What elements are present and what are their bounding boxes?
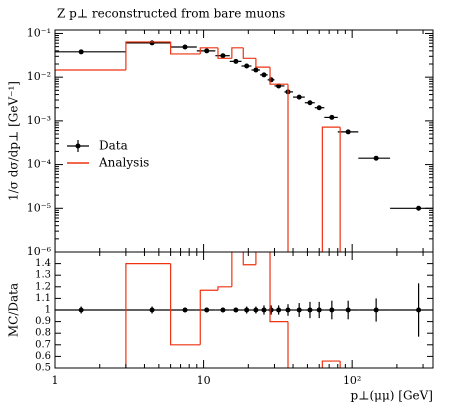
ratio-point: [78, 307, 84, 313]
ratio-point: [261, 307, 267, 313]
ratio-tick-label: 1.4: [35, 258, 51, 269]
ratio-step: [199, 289, 218, 345]
ratio-step: [55, 382, 126, 388]
ratio-axis-label: MC/Data: [7, 283, 21, 337]
ratio-step: [125, 263, 171, 368]
axes: 1 10 10²10⁻⁶10⁻⁵10⁻⁴10⁻³10⁻²10⁻¹0.50.60.70…: [27, 26, 434, 387]
data-point: [316, 105, 322, 111]
ratio-tick-label: 0.7: [35, 339, 51, 350]
ratio-point: [416, 307, 422, 313]
data-point: [416, 205, 422, 211]
ratio-plot: [55, 252, 433, 388]
data-point: [329, 114, 335, 120]
ratio-point: [329, 307, 335, 313]
data-point: [78, 49, 84, 55]
ratio-tick-label: 0.9: [35, 316, 51, 327]
ratio-point: [296, 307, 302, 313]
data-point: [373, 155, 379, 161]
ratio-point: [307, 307, 313, 313]
y-tick-label: 10⁻³: [27, 114, 51, 127]
data-point: [149, 40, 155, 46]
ratio-point: [285, 307, 291, 313]
data-point: [244, 63, 250, 69]
ratio-tick-label: 1.3: [35, 270, 51, 281]
y-tick-label: 10⁻⁵: [27, 201, 51, 214]
ratio-point: [204, 307, 210, 313]
data-point: [220, 53, 226, 59]
histogram-step: [321, 126, 341, 252]
ratio-point: [345, 307, 351, 313]
ratio-tick-label: 1.1: [35, 293, 51, 304]
ratio-point: [268, 307, 274, 313]
ratio-point: [276, 307, 282, 313]
ratio-tick-label: 0.8: [35, 328, 51, 339]
histogram-step: [199, 47, 218, 54]
x-axis-label: p⊥(μμ) [GeV]: [351, 389, 433, 403]
legend-marker: [75, 143, 81, 149]
ratio-step: [242, 252, 256, 266]
chart-title: Z p⊥ reconstructed from bare muons: [57, 7, 285, 21]
data-point: [307, 100, 313, 106]
data-point: [204, 48, 210, 54]
y-axis-label: 1/σ dσ/dp⊥ [GeV⁻¹]: [7, 81, 21, 201]
ratio-step: [287, 321, 289, 368]
ratio-tick-label: 0.5: [35, 363, 51, 374]
histogram-step: [217, 47, 232, 59]
data-point: [296, 94, 302, 100]
data-point: [345, 129, 351, 135]
ratio-tick-label: 1.2: [35, 281, 51, 292]
histogram-step: [287, 84, 289, 252]
data-point: [268, 77, 274, 83]
y-tick-label: 10⁻¹: [27, 26, 51, 39]
ratio-point: [253, 307, 259, 313]
x-tick-label: 10²: [343, 374, 361, 387]
ratio-point: [316, 307, 322, 313]
legend-label: Analysis: [98, 156, 149, 170]
x-tick-label: 1: [52, 374, 59, 387]
ratio-step: [269, 252, 289, 323]
main-plot: [55, 40, 433, 252]
histogram-step: [125, 41, 171, 70]
data-point: [233, 58, 239, 64]
ratio-step: [231, 252, 233, 287]
histogram-step: [231, 47, 244, 59]
x-tick-label: 10: [197, 374, 211, 387]
ratio-point: [149, 307, 155, 313]
y-tick-label: 10⁻⁴: [27, 158, 52, 171]
data-point: [253, 67, 259, 73]
ratio-point: [220, 307, 226, 313]
histogram-step: [242, 47, 256, 59]
ratio-point: [373, 307, 379, 313]
histogram-step: [255, 58, 271, 68]
ratio-step: [170, 263, 201, 346]
data-point: [261, 72, 267, 78]
histogram-step: [55, 69, 126, 252]
ratio-point: [182, 307, 188, 313]
ratio-point: [233, 307, 239, 313]
ratio-tick-label: 0.6: [35, 351, 51, 362]
ratio-step: [321, 360, 341, 368]
histogram-step: [269, 67, 289, 85]
ratio-step: [217, 286, 232, 291]
ratio-point: [244, 307, 250, 313]
ratio-tick-label: 1: [45, 305, 51, 316]
histogram-step: [170, 41, 201, 55]
y-tick-label: 10⁻²: [27, 70, 51, 83]
y-tick-label: 10⁻⁶: [27, 245, 52, 258]
ratio-step: [255, 252, 257, 265]
legend-label: Data: [99, 139, 128, 153]
data-point: [182, 44, 188, 50]
histogram-step: [339, 127, 341, 252]
